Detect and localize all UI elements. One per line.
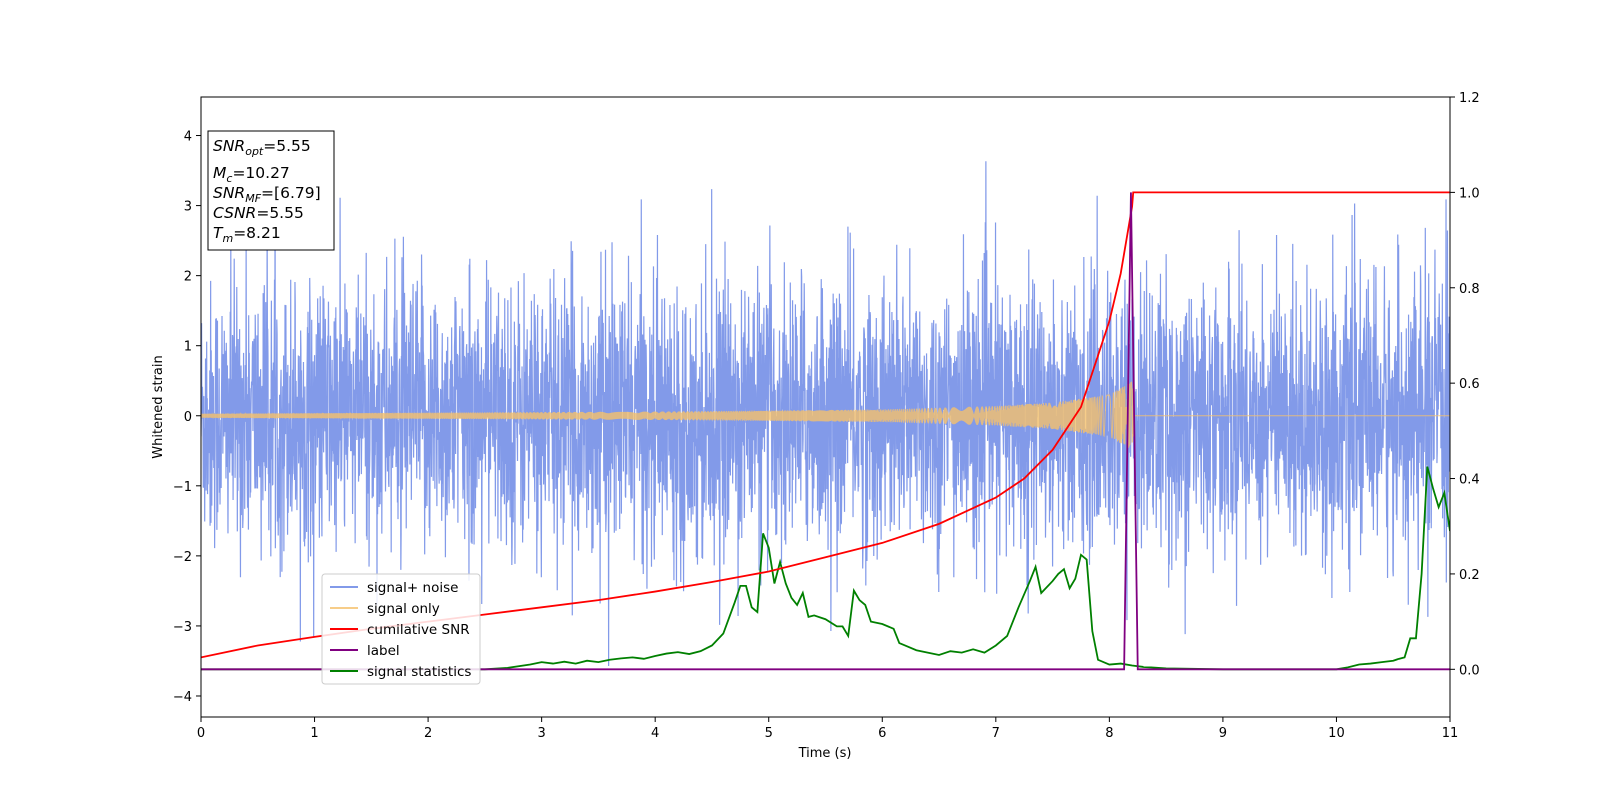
info-box: SNRopt=5.55 Mc=10.27SNRMF=[6.79]CSNR=5.55… — [207, 130, 335, 251]
right-y-tick-label: 0.2 — [1459, 568, 1480, 583]
legend-frame — [321, 573, 481, 685]
legend-label: cumilative SNR — [367, 622, 470, 638]
right-y-tick-label: 1.2 — [1459, 91, 1480, 106]
info-box-frame — [207, 130, 335, 251]
right-y-tick-label: 0.8 — [1459, 282, 1480, 297]
series-label-line — [201, 192, 1450, 671]
legend-label: signal+ noise — [367, 580, 458, 596]
x-tick-label: 3 — [537, 726, 545, 741]
right-y-tick-label: 0.4 — [1459, 473, 1480, 488]
right-y-tick-label: 1.0 — [1459, 186, 1480, 201]
right-y-axis-ticks: 0.0 0.2 0.4 0.6 0.8 1.0 1.2 — [1450, 91, 1480, 678]
x-tick-label: 1 — [310, 726, 318, 741]
info-line: SNRMF=[6.79] — [213, 184, 321, 205]
legend-label: signal only — [367, 601, 440, 617]
x-tick-label: 7 — [992, 726, 1000, 741]
left-y-tick-label: −4 — [173, 690, 192, 705]
x-tick-label: 9 — [1219, 726, 1227, 741]
left-y-tick-label: 2 — [184, 270, 192, 285]
legend-label: label — [367, 643, 400, 659]
right-y-tick-label: 0.0 — [1459, 663, 1480, 678]
right-y-tick-label: 0.6 — [1459, 377, 1480, 392]
x-axis-label: Time (s) — [798, 746, 852, 761]
x-tick-label: 0 — [197, 726, 205, 741]
x-tick-label: 10 — [1328, 726, 1345, 741]
left-y-axis-ticks: −4 −3 −2 −1 0 1 2 3 4 — [173, 130, 201, 705]
left-y-tick-label: 4 — [184, 130, 192, 145]
info-line: CSNR=5.55 — [213, 204, 304, 222]
x-tick-label: 5 — [765, 726, 773, 741]
x-axis-ticks: 0 1 2 3 4 5 6 7 8 9 10 11 — [197, 717, 1458, 741]
x-tick-label: 4 — [651, 726, 659, 741]
left-y-tick-label: 0 — [184, 410, 192, 425]
info-line: Tm=8.21 — [213, 224, 281, 245]
x-tick-label: 2 — [424, 726, 432, 741]
left-y-tick-label: −2 — [173, 550, 192, 565]
left-y-tick-label: 3 — [184, 200, 192, 215]
left-y-tick-label: −1 — [173, 480, 192, 495]
x-tick-label: 8 — [1105, 726, 1113, 741]
series-signal-only-line — [201, 381, 1450, 448]
legend: signal+ noise signal only cumilative SNR la… — [321, 573, 481, 685]
legend-label: signal statistics — [367, 664, 471, 680]
x-tick-label: 6 — [878, 726, 886, 741]
left-y-tick-label: −3 — [173, 620, 192, 635]
info-line: Mc=10.27 — [213, 164, 290, 185]
series-signal-plus-noise-line — [201, 161, 1450, 666]
axes-frame — [200, 96, 1451, 718]
x-tick-label: 11 — [1442, 726, 1459, 741]
left-y-tick-label: 1 — [184, 340, 192, 355]
left-y-axis-label: Whitened strain — [151, 355, 166, 458]
info-line: SNRopt=5.55 — [213, 137, 311, 158]
